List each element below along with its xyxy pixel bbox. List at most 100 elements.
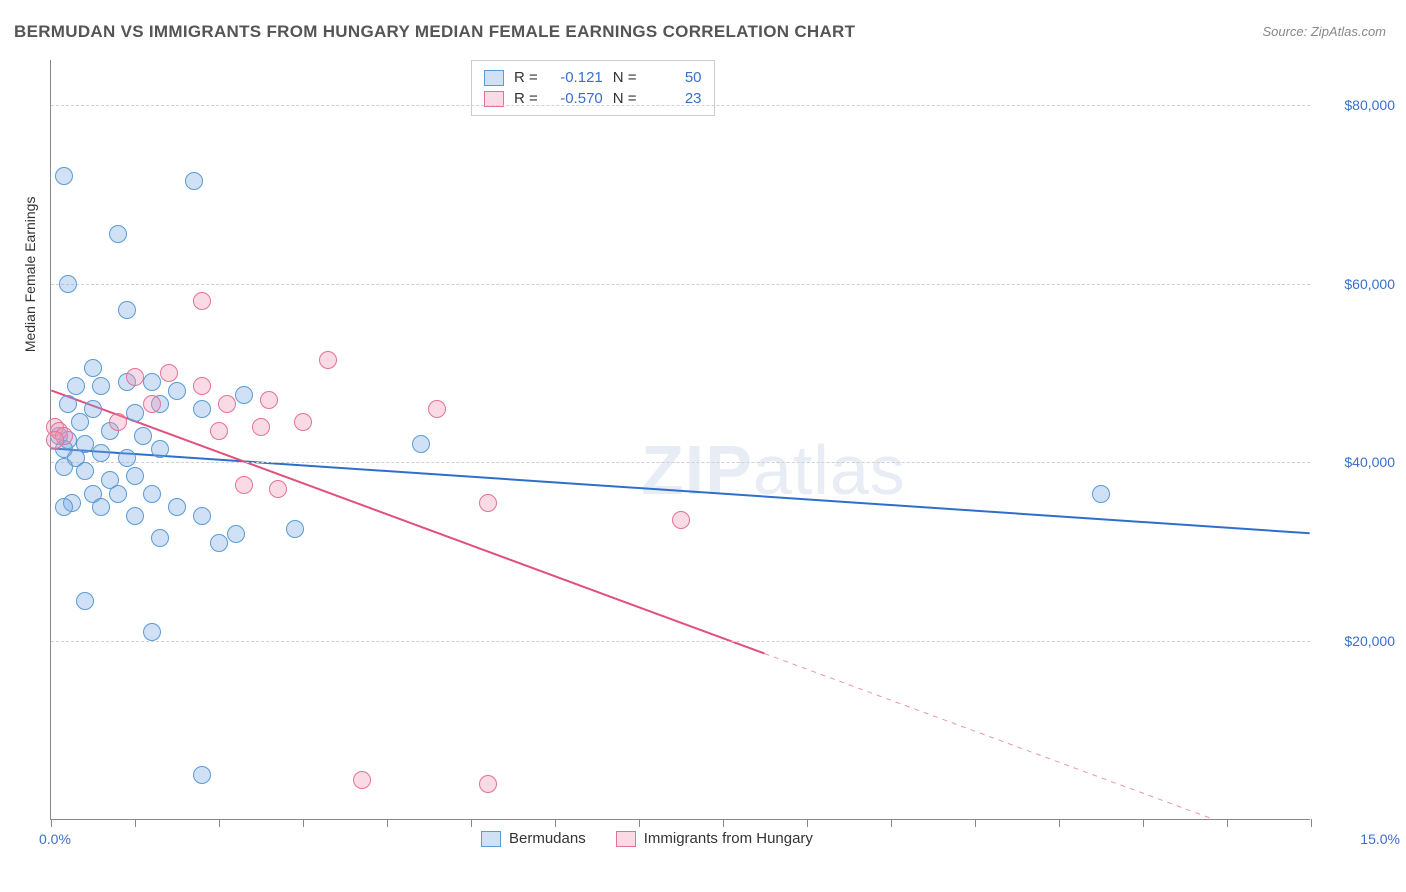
data-point (109, 225, 127, 243)
data-point (412, 435, 430, 453)
data-point (118, 301, 136, 319)
x-axis-tick (1311, 819, 1312, 827)
x-axis-tick (219, 819, 220, 827)
y-axis-tick-label: $80,000 (1344, 97, 1395, 113)
data-point (109, 485, 127, 503)
legend-swatch-2 (616, 831, 636, 847)
data-point (143, 623, 161, 641)
legend-label-1: Bermudans (509, 830, 586, 847)
data-point (109, 413, 127, 431)
swatch-series-1 (484, 70, 504, 86)
chart-title: BERMUDAN VS IMMIGRANTS FROM HUNGARY MEDI… (14, 22, 855, 42)
data-point (76, 592, 94, 610)
legend-swatch-1 (481, 831, 501, 847)
stats-row-1: R = -0.121 N = 50 (484, 67, 702, 88)
data-point (126, 507, 144, 525)
r-label: R = (514, 69, 538, 86)
data-point (210, 534, 228, 552)
data-point (260, 391, 278, 409)
data-point (227, 525, 245, 543)
legend-item-1: Bermudans (481, 830, 586, 847)
data-point (168, 382, 186, 400)
x-axis-tick (387, 819, 388, 827)
x-axis-tick (51, 819, 52, 827)
n-label: N = (613, 69, 637, 86)
x-axis-tick (723, 819, 724, 827)
data-point (126, 368, 144, 386)
data-point (55, 458, 73, 476)
data-point (193, 292, 211, 310)
x-axis-max-label: 15.0% (1360, 831, 1400, 847)
y-axis-tick-label: $40,000 (1344, 454, 1395, 470)
stats-box: R = -0.121 N = 50 R = -0.570 N = 23 (471, 60, 715, 116)
y-axis-tick-label: $20,000 (1344, 633, 1395, 649)
legend: Bermudans Immigrants from Hungary (481, 830, 813, 847)
x-axis-tick (975, 819, 976, 827)
x-axis-tick (807, 819, 808, 827)
n-value-1: 50 (647, 69, 702, 86)
x-axis-tick (471, 819, 472, 827)
data-point (479, 494, 497, 512)
data-point (84, 359, 102, 377)
x-axis-tick (1059, 819, 1060, 827)
data-point (193, 766, 211, 784)
data-point (67, 377, 85, 395)
legend-label-2: Immigrants from Hungary (644, 830, 813, 847)
x-axis-tick (303, 819, 304, 827)
chart-container: BERMUDAN VS IMMIGRANTS FROM HUNGARY MEDI… (0, 0, 1406, 892)
data-point (168, 498, 186, 516)
data-point (46, 431, 64, 449)
plot-area: ZIPatlas R = -0.121 N = 50 R = -0.570 N … (50, 60, 1310, 820)
x-axis-tick (891, 819, 892, 827)
gridline (51, 105, 1310, 106)
data-point (151, 440, 169, 458)
source-label: Source: ZipAtlas.com (1262, 24, 1386, 39)
y-axis-tick-label: $60,000 (1344, 276, 1395, 292)
data-point (59, 395, 77, 413)
data-point (59, 275, 77, 293)
gridline (51, 641, 1310, 642)
gridline (51, 284, 1310, 285)
data-point (294, 413, 312, 431)
watermark-rest: atlas (753, 431, 906, 509)
data-point (353, 771, 371, 789)
data-point (218, 395, 236, 413)
data-point (672, 511, 690, 529)
gridline (51, 462, 1310, 463)
x-axis-tick (1227, 819, 1228, 827)
data-point (143, 395, 161, 413)
data-point (160, 364, 178, 382)
data-point (126, 467, 144, 485)
y-axis-title: Median Female Earnings (22, 197, 38, 353)
trend-lines (51, 60, 1310, 819)
data-point (319, 351, 337, 369)
data-point (55, 167, 73, 185)
data-point (193, 507, 211, 525)
data-point (286, 520, 304, 538)
x-axis-tick (135, 819, 136, 827)
data-point (143, 373, 161, 391)
data-point (71, 413, 89, 431)
data-point (151, 529, 169, 547)
data-point (92, 377, 110, 395)
x-axis-tick (639, 819, 640, 827)
data-point (479, 775, 497, 793)
data-point (118, 449, 136, 467)
x-axis-tick (1143, 819, 1144, 827)
x-axis-min-label: 0.0% (39, 831, 71, 847)
legend-item-2: Immigrants from Hungary (616, 830, 813, 847)
data-point (92, 444, 110, 462)
data-point (235, 386, 253, 404)
watermark-bold: ZIP (641, 431, 753, 509)
data-point (143, 485, 161, 503)
data-point (193, 400, 211, 418)
data-point (92, 498, 110, 516)
data-point (210, 422, 228, 440)
data-point (185, 172, 203, 190)
data-point (126, 404, 144, 422)
data-point (134, 427, 152, 445)
watermark: ZIPatlas (641, 430, 906, 510)
data-point (269, 480, 287, 498)
data-point (252, 418, 270, 436)
data-point (428, 400, 446, 418)
